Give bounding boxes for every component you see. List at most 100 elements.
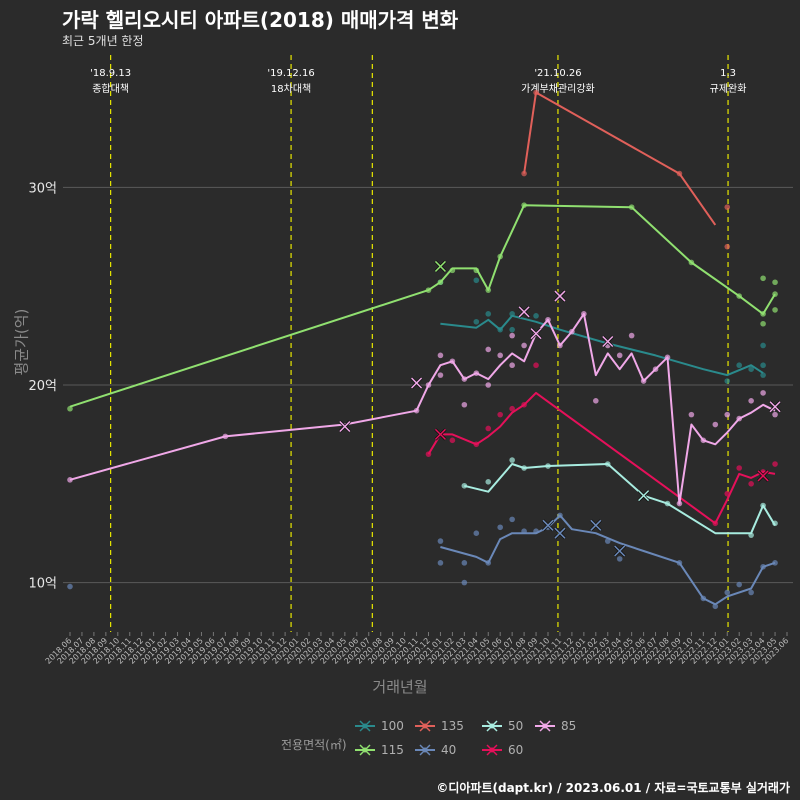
- cross-stroke: [590, 519, 602, 531]
- series-line: [427, 391, 776, 525]
- data-point: [724, 589, 731, 596]
- data-point: [485, 479, 492, 485]
- cross-stroke: [339, 420, 351, 433]
- data-point: [772, 411, 778, 418]
- data-point: [760, 320, 766, 327]
- cross-marker: [338, 420, 351, 433]
- cross-stroke: [542, 519, 554, 531]
- event-date-label: 1.3: [720, 68, 736, 79]
- data-point: [736, 465, 742, 471]
- cross-stroke: [602, 335, 614, 348]
- cross-stroke: [518, 306, 530, 318]
- y-tick-label: 10억: [28, 577, 57, 592]
- data-point: [688, 411, 695, 418]
- y-tick-label: 30억: [28, 181, 57, 196]
- legend: 100 135 50 85 115 40 60: [355, 719, 595, 767]
- legend-label: 40: [441, 743, 457, 757]
- data-point: [772, 279, 778, 286]
- cross-stroke: [554, 290, 566, 302]
- series-line: [69, 312, 776, 505]
- data-point: [67, 583, 73, 590]
- series-60: [425, 362, 778, 527]
- series-85: [67, 290, 782, 507]
- source-caption: ©디아파트(dapt.kr) / 2023.06.01 / 자료=국토교통부 실…: [436, 781, 790, 795]
- data-point: [628, 332, 635, 339]
- legend-label: 50: [508, 719, 524, 733]
- series-line: [440, 314, 764, 377]
- legend-item-40: 40: [415, 743, 456, 757]
- series-40: [67, 512, 778, 610]
- data-point: [67, 405, 73, 412]
- x-axis-label: 거래년월: [372, 678, 428, 696]
- cross-marker: [637, 489, 650, 502]
- event-layer: '18.9.13 종합대책 '19.12.16 18차대책 '21.10.26 가계부채관…: [90, 55, 746, 632]
- data-point: [616, 556, 623, 562]
- series-50: [461, 457, 778, 538]
- cross-stroke: [769, 401, 781, 413]
- legend-item-85: 85: [535, 719, 576, 733]
- data-point: [533, 313, 539, 319]
- data-point: [497, 524, 504, 531]
- data-point: [485, 382, 492, 388]
- data-point: [724, 204, 731, 210]
- data-point: [616, 352, 623, 359]
- data-point: [760, 342, 766, 349]
- cross-marker: [613, 544, 626, 558]
- series-line: [523, 91, 717, 226]
- cross-marker: [553, 290, 567, 303]
- data-point: [473, 530, 480, 536]
- legend-item-100: 100: [355, 719, 404, 733]
- data-point: [449, 437, 456, 444]
- series-line: [69, 204, 776, 408]
- data-point: [437, 372, 444, 378]
- cross-stroke: [434, 428, 446, 440]
- data-point: [724, 411, 731, 418]
- cross-marker: [410, 376, 423, 390]
- series-line: [440, 514, 776, 606]
- data-point: [437, 538, 444, 544]
- cross-marker: [434, 428, 447, 441]
- legend-key-icon: [355, 720, 375, 732]
- event-date-label: '21.10.26: [534, 68, 581, 79]
- cross-marker: [601, 335, 614, 348]
- cross-marker: [768, 400, 782, 413]
- cross-marker: [589, 519, 602, 532]
- legend-label: 85: [561, 719, 577, 733]
- legend-key-icon: [482, 744, 502, 756]
- legend-label: 100: [381, 719, 404, 733]
- legend-key-icon: [415, 720, 435, 732]
- cross-marker: [757, 469, 770, 482]
- legend-label: 60: [508, 743, 524, 757]
- cross-marker: [518, 305, 531, 318]
- data-point: [748, 480, 754, 487]
- data-point: [485, 311, 492, 317]
- data-point: [485, 346, 492, 353]
- legend-title: 전용면적(㎡): [281, 738, 347, 752]
- event-name-label: 가계부채관리강화: [521, 83, 595, 95]
- data-point: [509, 332, 515, 339]
- data-point: [748, 398, 754, 404]
- data-point: [593, 398, 599, 404]
- series-layer: [67, 89, 782, 610]
- event-name-label: 종합대책: [92, 83, 129, 95]
- cross-stroke: [638, 490, 650, 502]
- legend-key-icon: [535, 720, 555, 732]
- data-point: [736, 581, 742, 588]
- series-115: [67, 202, 778, 412]
- legend-item-60: 60: [482, 743, 523, 757]
- y-tick-label: 20억: [28, 379, 57, 394]
- data-point: [509, 516, 515, 523]
- cross-stroke: [530, 328, 542, 340]
- data-point: [760, 372, 766, 378]
- series-line: [464, 463, 776, 535]
- event-name-label: 18차대책: [271, 83, 311, 95]
- cross-stroke: [434, 260, 446, 272]
- data-point: [509, 362, 515, 369]
- data-point: [461, 560, 468, 566]
- data-point: [437, 352, 444, 359]
- data-point: [509, 326, 515, 333]
- data-point: [748, 589, 754, 596]
- data-point: [748, 366, 754, 372]
- series-100: [437, 277, 766, 384]
- series-135: [521, 89, 731, 250]
